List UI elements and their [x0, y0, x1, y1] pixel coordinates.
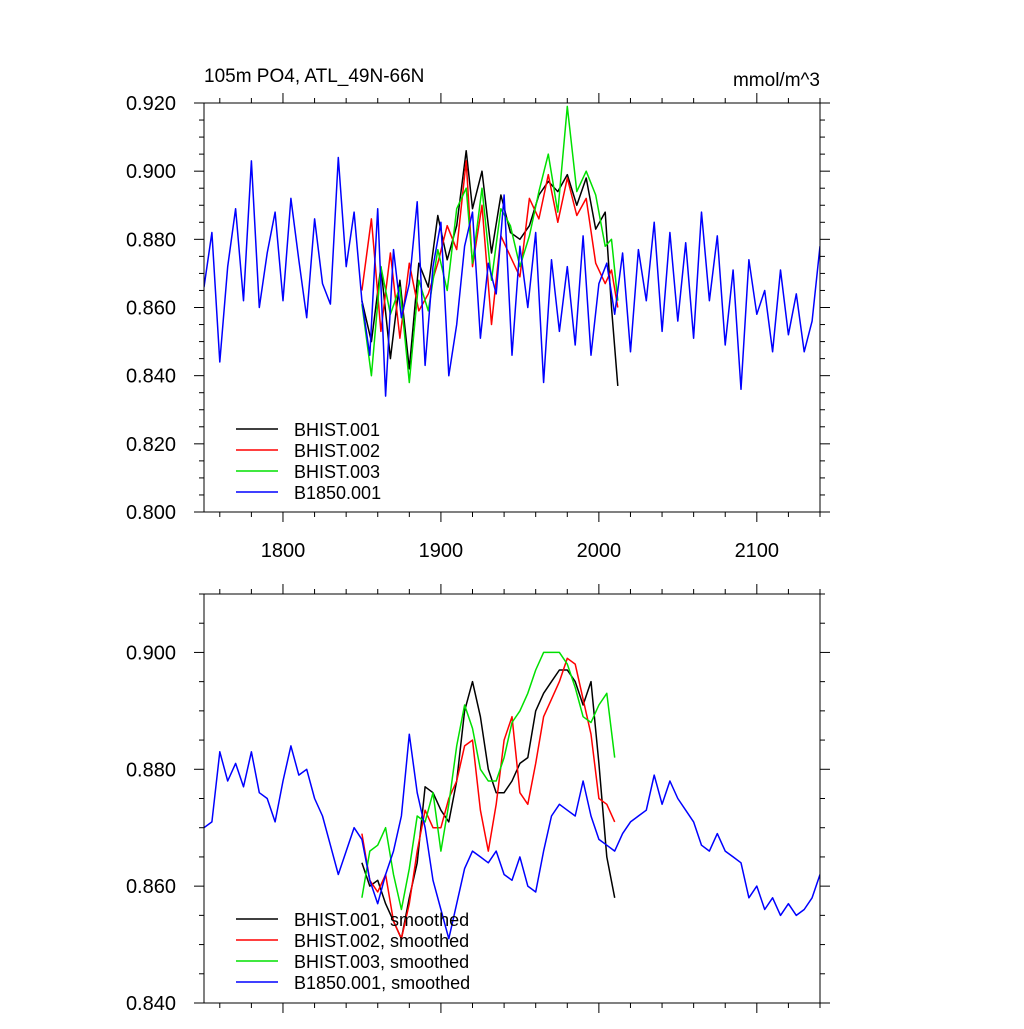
- legend-label: BHIST.002: [294, 441, 380, 461]
- x-axis: 1800 1900 2000 2100: [219, 93, 821, 562]
- legend-label: BHIST.003, smoothed: [294, 952, 469, 972]
- x-tick-label: 1900: [419, 540, 464, 562]
- y-tick-label: 0.860: [126, 298, 176, 320]
- y-tick-label: 0.880: [126, 759, 176, 781]
- y-tick-label: 0.920: [126, 93, 176, 115]
- series-line-3: [204, 733, 820, 940]
- series-lines: [204, 651, 820, 940]
- chart-panel-raw: 105m PO4, ATL_49N-66N mmol/m^3 0.800 0.82…: [126, 66, 830, 562]
- y-tick-label: 0.800: [126, 502, 176, 524]
- legend-label: B1850.001: [294, 483, 381, 503]
- y-tick-label: 0.900: [126, 642, 176, 664]
- series-line-2: [361, 105, 619, 384]
- series-line-2: [361, 651, 616, 911]
- legend-label: BHIST.003: [294, 462, 380, 482]
- legend-label: B1850.001, smoothed: [294, 973, 470, 993]
- y-axis: 0.840 0.860 0.880 0.900: [126, 593, 830, 1015]
- y-tick-label: 0.900: [126, 161, 176, 183]
- legend-label: BHIST.001: [294, 420, 380, 440]
- x-axis: [219, 584, 821, 1013]
- series-line-0: [361, 669, 616, 940]
- y-axis: 0.800 0.820 0.840 0.860 0.880 0.900 0.920: [126, 93, 830, 524]
- x-tick-label: 2100: [735, 540, 780, 562]
- series-line-1: [361, 657, 616, 940]
- series-lines: [204, 105, 820, 397]
- chart-title: 105m PO4, ATL_49N-66N: [204, 66, 424, 87]
- legend-label: BHIST.001, smoothed: [294, 910, 469, 930]
- y-tick-label: 0.820: [126, 434, 176, 456]
- y-tick-label: 0.860: [126, 876, 176, 898]
- y-tick-label: 0.840: [126, 366, 176, 388]
- series-line-3: [204, 156, 820, 397]
- legend-label: BHIST.002, smoothed: [294, 931, 469, 951]
- series-line-0: [361, 149, 619, 386]
- x-tick-label: 1800: [261, 540, 306, 562]
- x-tick-label: 2000: [577, 540, 622, 562]
- y-tick-label: 0.880: [126, 229, 176, 251]
- y-tick-label: 0.840: [126, 993, 176, 1015]
- series-line-1: [361, 160, 619, 339]
- units-label: mmol/m^3: [733, 70, 820, 91]
